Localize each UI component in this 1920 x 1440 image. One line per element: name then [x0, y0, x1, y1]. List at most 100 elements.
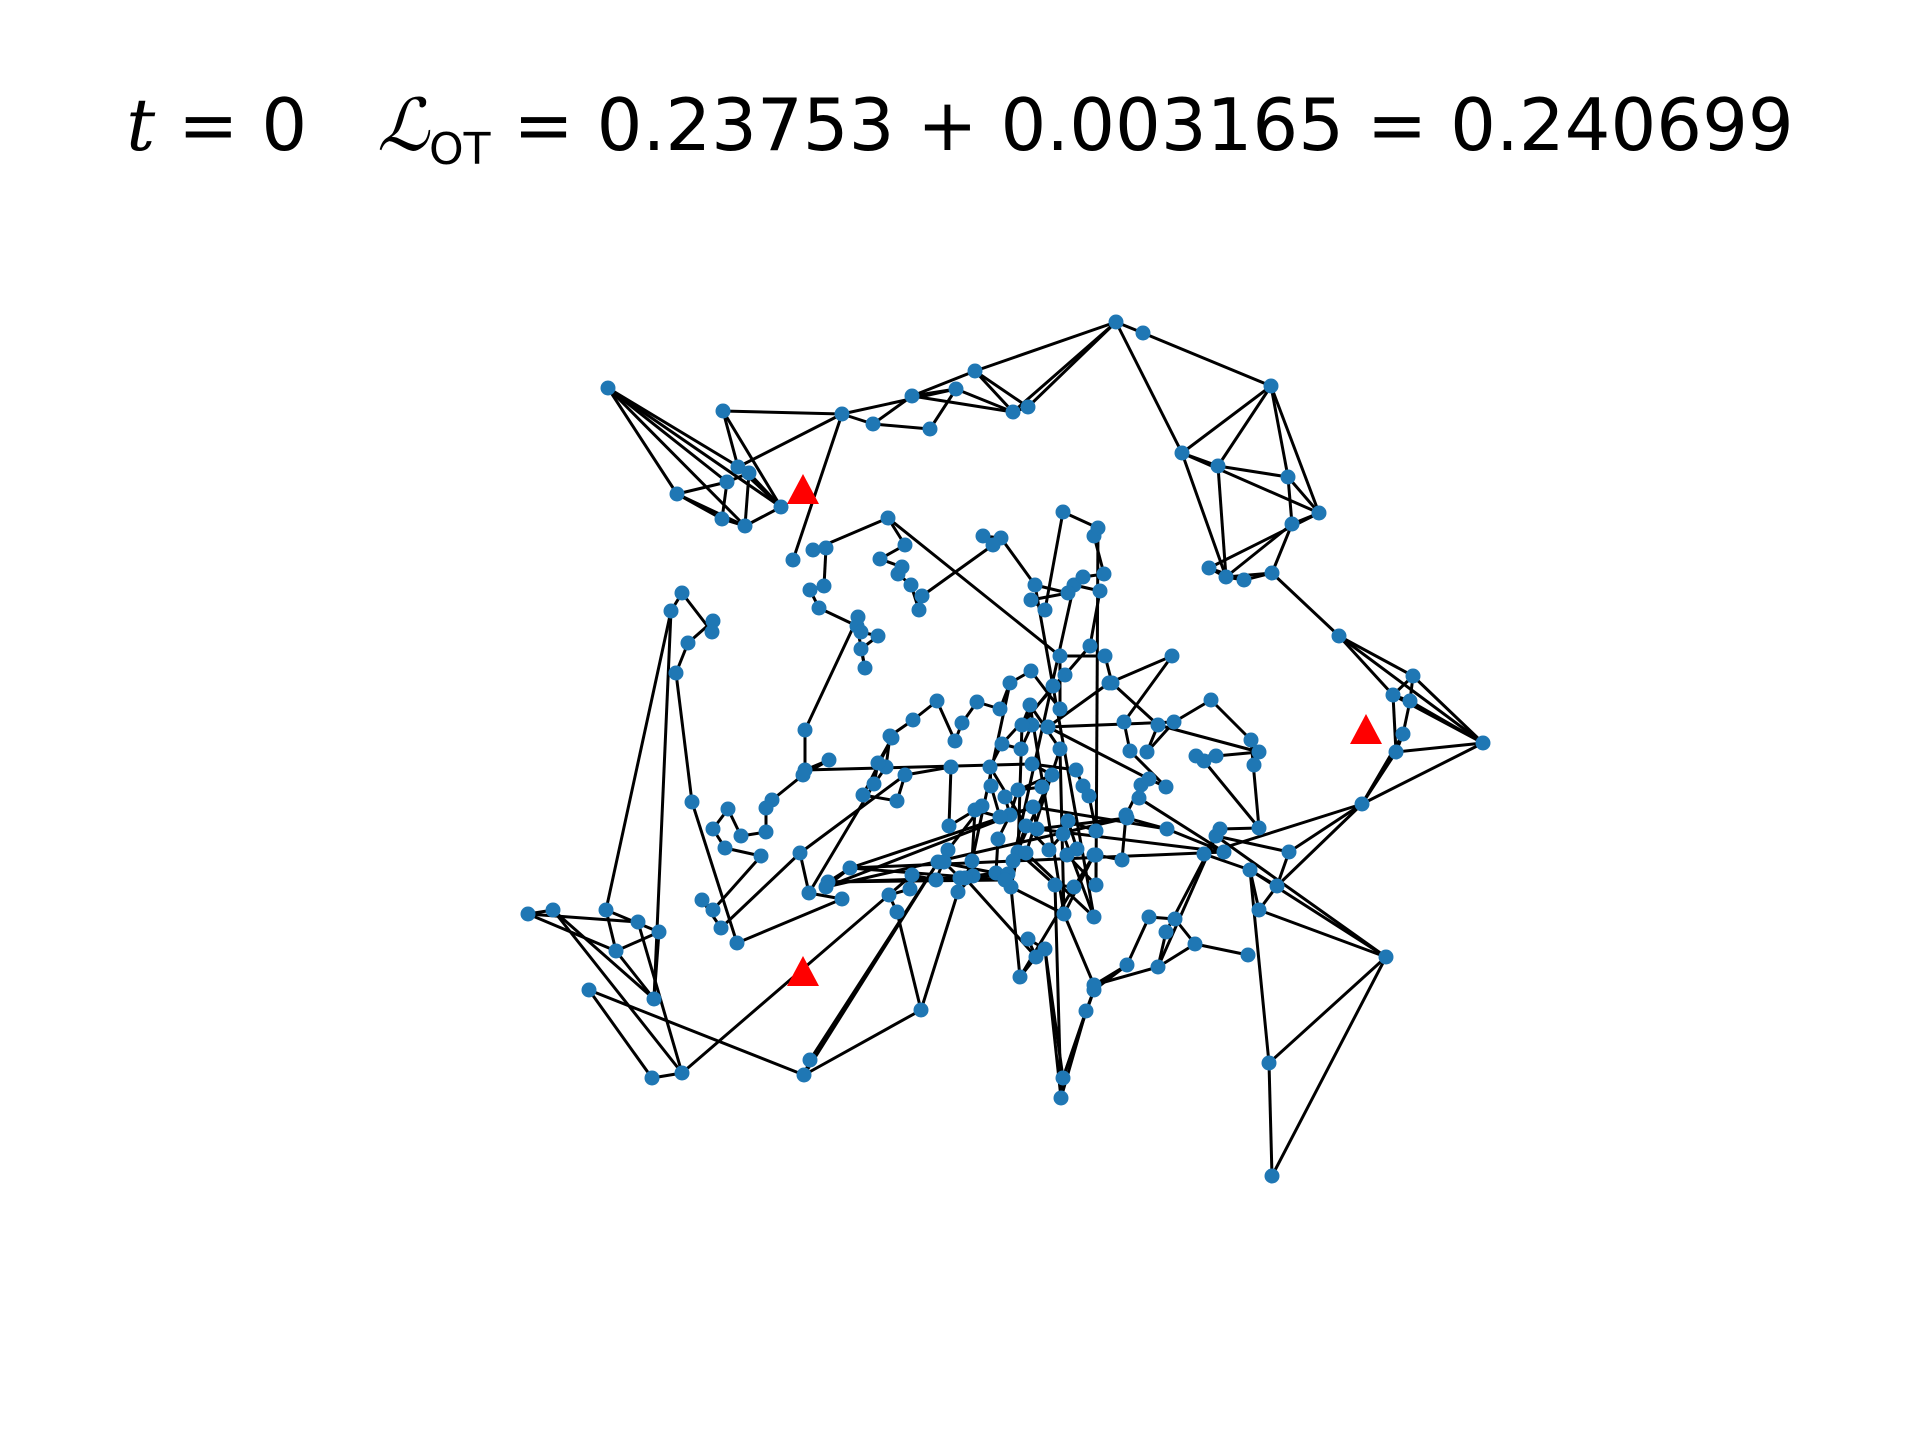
graph-node	[834, 406, 850, 422]
graph-edge	[1269, 385, 1321, 514]
graph-node	[914, 588, 930, 604]
graph-edge	[736, 897, 843, 945]
graph-node	[1024, 756, 1040, 772]
graph-node	[1196, 846, 1212, 862]
graph-node	[1066, 879, 1082, 895]
loss-symbol: ℒ	[377, 83, 430, 167]
graph-edge	[895, 911, 923, 1011]
graph-node	[1044, 767, 1060, 783]
graph-node	[1028, 949, 1044, 965]
graph-node	[1010, 782, 1026, 798]
graph-edge	[973, 369, 1015, 414]
graph-node	[1251, 744, 1267, 760]
graph-node	[1005, 404, 1021, 420]
graph-edge	[1010, 885, 1065, 916]
graph-node	[1097, 648, 1113, 664]
graph-node	[1122, 743, 1138, 759]
graph-node	[1025, 799, 1041, 815]
graph-node	[1216, 844, 1232, 860]
graph-node	[1475, 735, 1491, 751]
graph-node	[905, 712, 921, 728]
graph-edge	[1395, 741, 1484, 754]
graph-node	[911, 602, 927, 618]
graph-edge	[1203, 852, 1251, 872]
graph-node	[994, 736, 1010, 752]
graph-node	[758, 800, 774, 816]
graph-node	[1116, 714, 1132, 730]
graph-edge	[1209, 698, 1253, 742]
graph-edge	[743, 472, 751, 527]
graph-node	[992, 809, 1008, 825]
graph-edge	[804, 762, 1033, 772]
graph-node	[1281, 844, 1297, 860]
graph-edge	[527, 912, 617, 953]
graph-edge	[1288, 802, 1363, 854]
graph-edge	[1217, 464, 1289, 479]
graph-node	[1264, 565, 1280, 581]
graph-node	[646, 991, 662, 1007]
graph-edge	[1203, 802, 1363, 856]
graph-node	[842, 860, 858, 876]
graph-node	[1088, 847, 1104, 863]
graph-edge	[1215, 834, 1290, 854]
graph-node	[1108, 314, 1124, 330]
graph-edge	[947, 766, 953, 827]
graph-node	[1037, 602, 1053, 618]
graph-node	[1174, 445, 1190, 461]
graph-node	[741, 465, 757, 481]
graph-node	[644, 1070, 660, 1086]
graph-node	[1027, 577, 1043, 593]
graph-edge	[1270, 523, 1294, 574]
graph-node	[651, 924, 667, 940]
graph-node	[903, 577, 919, 593]
graph-node	[889, 793, 905, 809]
graph-node	[663, 603, 679, 619]
graph-node	[967, 363, 983, 379]
graph-node	[1187, 936, 1203, 952]
graph-edge	[1125, 916, 1151, 966]
graph-node	[1022, 697, 1038, 713]
graph-node	[1018, 845, 1034, 861]
source-marker-triangle	[787, 956, 819, 986]
graph-node	[1023, 663, 1039, 679]
graph-node	[674, 1065, 690, 1081]
graph-edge	[803, 1008, 922, 1077]
graph-edge	[1062, 913, 1096, 986]
graph-node	[967, 802, 983, 818]
graph-edge	[1275, 802, 1364, 888]
graph-node	[1081, 788, 1097, 804]
graph-edge	[791, 413, 844, 561]
graph-edge	[1267, 955, 1388, 1065]
graph-node	[1201, 560, 1217, 576]
graph-node	[1075, 569, 1091, 585]
graph-node	[630, 914, 646, 930]
graph-edge	[911, 369, 976, 398]
graph-node	[1269, 878, 1285, 894]
graph-node	[997, 789, 1013, 805]
graph-node	[1045, 678, 1061, 694]
graph-node	[1002, 675, 1018, 691]
graph-node	[904, 388, 920, 404]
graph-edge	[1338, 634, 1414, 678]
graph-node	[797, 722, 813, 738]
graph-edge	[1258, 908, 1387, 959]
graph-edge	[911, 394, 1014, 414]
graph-node	[1092, 583, 1108, 599]
graph-node	[940, 842, 956, 858]
graph-node	[717, 840, 733, 856]
graph-node	[796, 1067, 812, 1083]
graph-edge	[552, 908, 655, 1001]
graph-edge	[802, 861, 940, 1076]
graph-edge	[1194, 942, 1249, 957]
graph-node	[881, 887, 897, 903]
graph-node	[1055, 504, 1071, 520]
graph-node	[1243, 732, 1259, 748]
graph-edge	[1338, 634, 1484, 745]
graph-node	[1086, 977, 1102, 993]
graph-node	[870, 628, 886, 644]
graph-node	[811, 600, 827, 616]
graph-edge	[1043, 511, 1065, 611]
graph-node	[1402, 693, 1418, 709]
graph-edge	[999, 537, 1037, 586]
graph-edge	[674, 672, 694, 803]
